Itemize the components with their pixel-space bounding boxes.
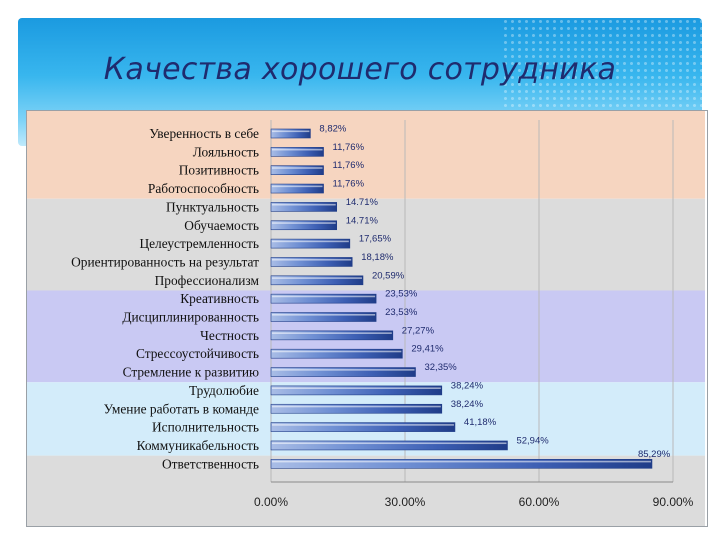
bar xyxy=(270,220,338,231)
x-tick-label: 30.00% xyxy=(385,495,426,509)
bar xyxy=(270,403,443,414)
bar-highlight xyxy=(272,314,376,316)
category-label: Обучаемость xyxy=(184,218,259,233)
band-peach xyxy=(27,111,705,199)
value-label: 38,24% xyxy=(451,380,484,391)
bar-highlight xyxy=(272,258,352,261)
bar xyxy=(270,202,338,212)
category-label: Трудолюбие xyxy=(189,383,259,398)
x-tick-label: 60.00% xyxy=(519,495,560,509)
bar-highlight xyxy=(272,350,402,353)
band-gray xyxy=(27,198,705,291)
category-label: Исполнительность xyxy=(152,420,259,435)
bar-highlight xyxy=(272,460,651,463)
value-label: 23,53% xyxy=(385,307,418,318)
value-label: 20,59% xyxy=(372,270,405,281)
bar xyxy=(270,183,324,194)
bar xyxy=(270,385,443,396)
bar-highlight xyxy=(272,424,454,426)
bar-highlight xyxy=(272,240,349,243)
bar xyxy=(270,440,508,451)
bar xyxy=(270,238,351,249)
bar-highlight xyxy=(272,405,441,408)
category-label: Стрессоустойчивость xyxy=(136,346,259,361)
category-label: Целеустремленность xyxy=(139,236,259,251)
category-label: Стремление к развитию xyxy=(123,365,259,380)
bar-highlight xyxy=(272,148,323,151)
category-label: Позитивность xyxy=(179,163,259,178)
bar-highlight xyxy=(272,369,415,371)
value-label: 14.71% xyxy=(346,215,379,226)
bar-highlight xyxy=(272,203,336,206)
bar xyxy=(270,422,456,432)
value-label: 11,76% xyxy=(333,179,365,190)
bar-highlight xyxy=(272,277,362,279)
bar-highlight xyxy=(272,332,392,334)
category-label: Честность xyxy=(200,328,259,343)
bar xyxy=(270,367,416,377)
bar-highlight xyxy=(272,130,310,133)
category-label: Пунктуальность xyxy=(166,199,259,214)
bar xyxy=(270,330,394,341)
value-label: 17,65% xyxy=(359,234,392,245)
bar xyxy=(270,293,377,304)
bar xyxy=(270,348,403,359)
bar-highlight xyxy=(272,167,323,169)
bar xyxy=(270,147,324,157)
bar xyxy=(270,275,364,286)
x-tick-label: 90.00% xyxy=(653,495,694,509)
bar-highlight xyxy=(272,442,507,445)
bar xyxy=(270,165,324,175)
value-label: 11,76% xyxy=(333,160,365,171)
bar-highlight xyxy=(272,295,376,298)
slide-title: Качества хорошего сотрудника xyxy=(103,52,617,87)
category-label: Креативность xyxy=(180,291,259,306)
category-label: Ответственность xyxy=(162,456,259,471)
value-label: 32,35% xyxy=(424,362,457,373)
value-label: 14.71% xyxy=(346,197,379,208)
category-label: Профессионализм xyxy=(155,273,260,288)
bar xyxy=(270,257,353,267)
bar-highlight xyxy=(272,222,336,224)
bar xyxy=(270,312,377,322)
value-label: 8,82% xyxy=(319,124,346,135)
category-label: Дисциплинированность xyxy=(122,310,259,325)
category-label: Уверенность в себе xyxy=(149,126,259,141)
bar xyxy=(270,128,311,139)
category-label: Работоспособность xyxy=(148,181,259,196)
value-label: 27,27% xyxy=(402,325,435,336)
category-label: Ориентированность на результат xyxy=(71,254,259,269)
value-label: 52,94% xyxy=(516,435,549,446)
bar-highlight xyxy=(272,387,441,389)
bar xyxy=(270,458,653,469)
x-tick-label: 0.00% xyxy=(254,495,288,509)
bar-highlight xyxy=(272,185,323,188)
value-label: 23,53% xyxy=(385,289,418,300)
category-label: Коммуникабельность xyxy=(137,438,259,453)
value-label: 41,18% xyxy=(464,417,497,428)
value-label: 18,18% xyxy=(361,252,394,263)
value-label: 85,29% xyxy=(638,449,671,460)
value-label: 11,76% xyxy=(333,142,365,153)
category-label: Лояльность xyxy=(193,144,259,159)
category-label: Умение работать в команде xyxy=(104,401,259,416)
value-label: 29,41% xyxy=(411,344,444,355)
value-label: 38,24% xyxy=(451,399,484,410)
